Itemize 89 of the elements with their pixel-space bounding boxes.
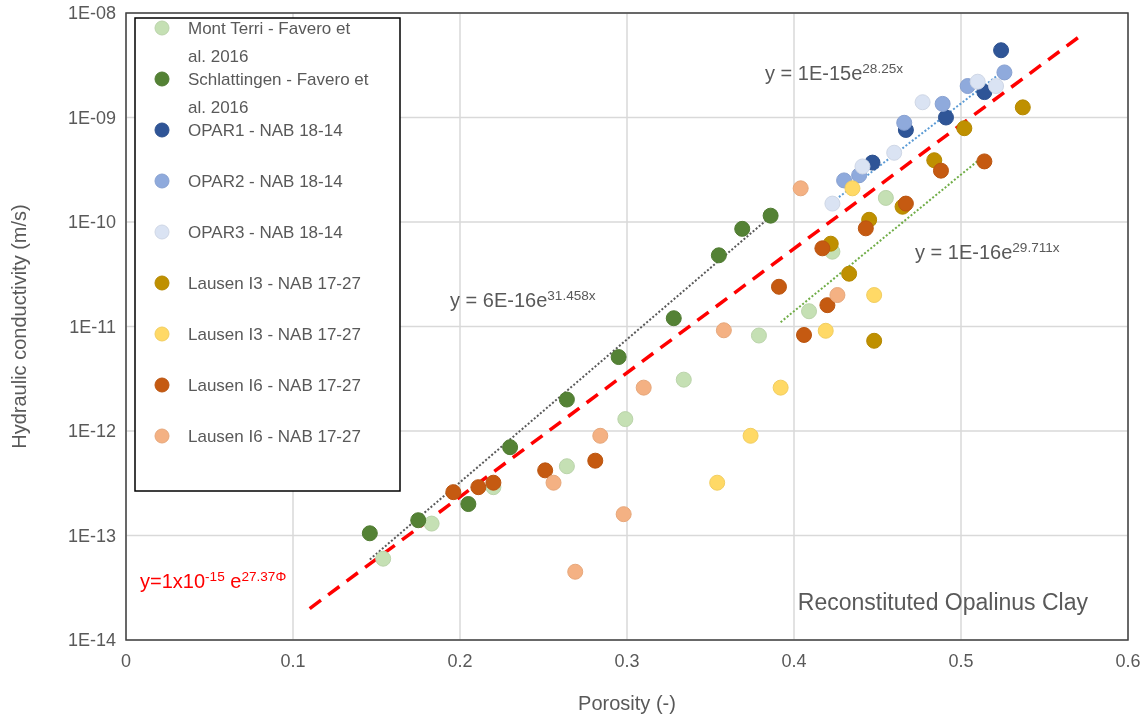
- point: [610, 349, 627, 366]
- legend-label: OPAR2 - NAB 18-14: [188, 172, 343, 191]
- point: [709, 474, 726, 491]
- point: [886, 144, 903, 161]
- legend-label: Lausen I6 - NAB 17-27: [188, 427, 361, 446]
- y-tick-label: 1E-08: [67, 3, 116, 23]
- point: [819, 297, 836, 314]
- point: [734, 220, 751, 237]
- point: [750, 327, 767, 344]
- point: [896, 114, 913, 131]
- x-tick-label: 0.6: [1115, 651, 1141, 671]
- point: [993, 42, 1010, 59]
- point: [762, 207, 779, 224]
- point: [545, 474, 562, 491]
- y-tick-label: 1E-12: [67, 421, 116, 441]
- point: [558, 458, 575, 475]
- point: [715, 322, 732, 339]
- point: [410, 512, 427, 529]
- series-label: y=1x10$^{-15}$ e$^{27.37Φ}$: [140, 568, 287, 592]
- text: y = 6E-16e$^{31.458x}$: [450, 287, 596, 311]
- point: [361, 525, 378, 542]
- point: [969, 73, 986, 90]
- point: [445, 484, 462, 501]
- point: [841, 265, 858, 282]
- legend-label: OPAR3 - NAB 18-14: [188, 223, 343, 242]
- point: [796, 326, 813, 343]
- point: [665, 310, 682, 327]
- point: [1014, 99, 1031, 116]
- point: [558, 391, 575, 408]
- point: [460, 496, 477, 513]
- point: [844, 180, 861, 197]
- point: [710, 247, 727, 264]
- point: [976, 153, 993, 170]
- point: [857, 220, 874, 237]
- annotation: y = 1E-16e$^{29.711x}$: [915, 239, 1060, 263]
- y-tick-label: 1E-11: [69, 316, 116, 337]
- point: [854, 158, 871, 175]
- x-tick-label: 0.2: [447, 651, 473, 671]
- point: [567, 563, 584, 580]
- point: [587, 452, 604, 469]
- point: [635, 379, 652, 396]
- point: [485, 474, 502, 491]
- y-tick-label: 1E-14: [67, 630, 116, 650]
- point: [615, 506, 632, 523]
- point: [742, 427, 759, 444]
- x-tick-label: 0.1: [280, 651, 306, 671]
- legend-label: OPAR1 - NAB 18-14: [188, 121, 343, 140]
- y-tick-label: 1E-09: [67, 107, 116, 128]
- legend-label: Lausen I6 - NAB 17-27: [188, 376, 361, 395]
- point: [932, 162, 949, 179]
- point: [866, 332, 883, 349]
- y-tick-label: 1E-10: [67, 212, 116, 232]
- point: [617, 411, 634, 428]
- point: [772, 379, 789, 396]
- legend-label: Lausen I3 - NAB 17-27: [188, 325, 361, 344]
- point: [914, 94, 931, 111]
- point: [824, 195, 841, 212]
- point: [996, 64, 1013, 81]
- point: [829, 287, 846, 304]
- x-tick-label: 0.5: [948, 651, 974, 671]
- point: [956, 120, 973, 137]
- point: [988, 78, 1005, 95]
- point: [817, 322, 834, 339]
- x-tick-label: 0.3: [614, 651, 640, 671]
- legend-label: Lausen I3 - NAB 17-27: [188, 274, 361, 293]
- point: [375, 550, 392, 567]
- point: [423, 515, 440, 532]
- point: [770, 278, 787, 295]
- legend-label: Mont Terri - Favero et al. 2016: [188, 19, 351, 66]
- point: [937, 109, 954, 126]
- point: [934, 95, 951, 112]
- x-axis-title: Porosity (-): [578, 692, 676, 714]
- y-axis-title: Hydraulic conductivity (m/s): [8, 204, 30, 449]
- point: [801, 303, 818, 320]
- x-tick-label: 0: [120, 651, 132, 671]
- point: [814, 240, 831, 257]
- point: [877, 189, 894, 206]
- annotation: Reconstituted Opalinus Clay: [797, 589, 1089, 615]
- legend-label: Schlattingen - Favero et al. 2016: [188, 70, 369, 117]
- point: [866, 287, 883, 304]
- y-tick-label: 1E-13: [67, 525, 116, 546]
- point: [675, 371, 692, 388]
- annotation: y = 1E-15e$^{28.25x}$: [765, 60, 904, 84]
- point: [792, 180, 809, 197]
- x-tick-label: 0.4: [781, 651, 807, 671]
- point: [537, 462, 554, 479]
- point: [470, 479, 487, 496]
- point: [592, 427, 609, 444]
- point: [502, 439, 519, 456]
